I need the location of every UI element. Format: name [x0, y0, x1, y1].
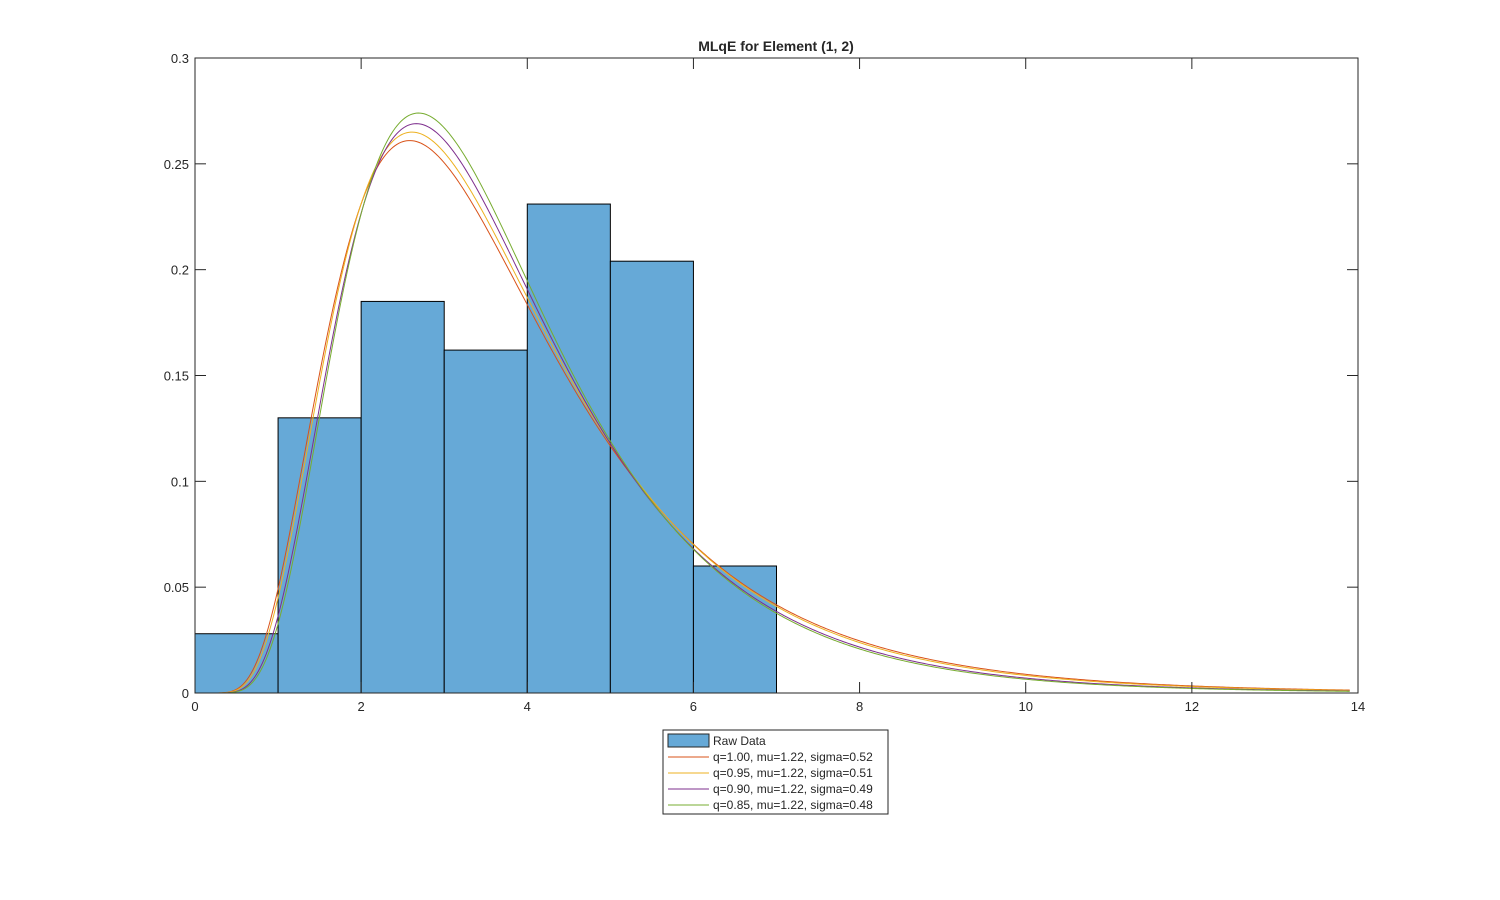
x-tick-label: 14: [1351, 699, 1365, 714]
y-tick-label: 0.1: [171, 474, 189, 489]
x-tick-label: 6: [690, 699, 697, 714]
x-tick-label: 12: [1185, 699, 1199, 714]
y-tick-label: 0: [182, 686, 189, 701]
legend-label-raw-data: Raw Data: [713, 734, 766, 748]
chart-title: MLqE for Element (1, 2): [698, 38, 854, 54]
plot-area: 0 2 4 6 8 10 12 14 0 0.05 0.1 0.15 0.2 0.25 0.3: [164, 51, 1366, 714]
legend: Raw Data q=1.00, mu=1.22, sigma=0.52 q=0.…: [662, 729, 889, 815]
x-tick-label: 10: [1018, 699, 1032, 714]
y-tick-label: 0.05: [164, 580, 189, 595]
y-tick-label: 0.15: [164, 369, 189, 384]
fit-curves: [195, 112, 1350, 694]
histogram-bar-4: [526, 203, 611, 694]
x-tick-label: 0: [191, 699, 198, 714]
x-tick-label: 8: [856, 699, 863, 714]
legend-label-0: q=1.00, mu=1.22, sigma=0.52: [713, 750, 873, 764]
histogram-bar-5: [609, 260, 694, 694]
legend-swatch-raw-data: [667, 733, 710, 748]
fit-curve-1: [195, 131, 1350, 694]
legend-line-entries: q=1.00, mu=1.22, sigma=0.52 q=0.95, mu=1.…: [668, 750, 873, 812]
fit-curve-3: [195, 112, 1350, 694]
fit-curve-0: [195, 140, 1350, 694]
legend-label-2: q=0.90, mu=1.22, sigma=0.49: [713, 782, 873, 796]
y-tick-label: 0.25: [164, 157, 189, 172]
histogram-bar-1: [277, 417, 362, 694]
y-tick-label: 0.3: [171, 51, 189, 66]
legend-label-1: q=0.95, mu=1.22, sigma=0.51: [713, 766, 873, 780]
fit-curve-2: [195, 123, 1350, 694]
histogram-bars: [194, 203, 778, 694]
histogram-bar-6: [692, 565, 778, 694]
x-tick-label: 4: [524, 699, 531, 714]
x-tick-label: 2: [358, 699, 365, 714]
histogram-bar-2: [360, 300, 445, 694]
histogram-bar-3: [443, 349, 528, 694]
legend-label-3: q=0.85, mu=1.22, sigma=0.48: [713, 798, 873, 812]
x-axis-ticks: 0 2 4 6 8 10 12 14: [191, 58, 1365, 714]
y-axis-ticks: 0 0.05 0.1 0.15 0.2 0.25 0.3: [164, 51, 1358, 701]
y-tick-label: 0.2: [171, 263, 189, 278]
